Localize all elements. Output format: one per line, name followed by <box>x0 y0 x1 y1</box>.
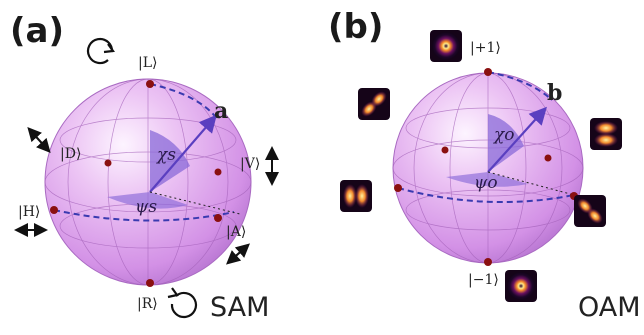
panel-a: (a) χs ψs a <box>10 11 279 323</box>
circular-polarization-right-icon <box>167 287 197 319</box>
state-V-label: |V⟩ <box>240 156 260 172</box>
vector-b-label: b <box>547 80 562 106</box>
state-points-b <box>394 68 578 266</box>
panel-b: (b) χo ψo b |+1⟩ |−1⟩ <box>328 7 641 323</box>
chi-wedge <box>150 130 190 192</box>
psi-wedge <box>107 192 188 209</box>
hg-mode-antidiagonal-icon <box>574 195 606 227</box>
state-minus1-label: |−1⟩ <box>468 272 499 288</box>
oam-mode-minus1-icon <box>505 270 537 302</box>
psi-o-label: ψo <box>474 173 498 193</box>
chi-o-label: χo <box>493 125 515 145</box>
state-L-label: |L⟩ <box>138 55 157 71</box>
hg-mode-horizontal-icon <box>590 118 622 150</box>
state-plus1-label: |+1⟩ <box>470 40 501 56</box>
hg-mode-vertical-icon <box>340 180 372 212</box>
panel-a-label: (a) <box>10 11 64 51</box>
state-A-label: |A⟩ <box>226 224 246 240</box>
state-H-label: |H⟩ <box>18 204 40 220</box>
oam-mode-plus1-icon <box>430 30 462 62</box>
meridian-dashed-b <box>487 71 553 101</box>
linear-polarization-diagonal-icon <box>27 127 51 153</box>
state-points <box>50 80 222 287</box>
chi-s-label: χs <box>156 145 176 165</box>
sam-tag: SAM <box>210 292 269 323</box>
stokes-vector-a <box>149 114 217 193</box>
chi-wedge-b <box>488 114 524 172</box>
psi-s-label: ψs <box>135 197 157 217</box>
azimuth-dotted <box>149 191 241 215</box>
vector-a-label: a <box>214 98 228 124</box>
state-R-label: |R⟩ <box>137 296 158 312</box>
sphere-grid <box>44 78 252 286</box>
equator-dashed <box>53 209 235 222</box>
psi-wedge-b <box>446 172 528 187</box>
oam-tag: OAM <box>578 292 641 323</box>
panel-b-label: (b) <box>328 7 383 47</box>
stokes-vector-b <box>487 106 547 173</box>
circular-polarization-left-icon <box>87 37 115 65</box>
state-D-label: |D⟩ <box>60 146 81 162</box>
linear-polarization-antidiagonal-icon <box>226 243 250 265</box>
hg-mode-diagonal-icon <box>358 88 390 120</box>
equator-dashed-b <box>397 187 575 204</box>
